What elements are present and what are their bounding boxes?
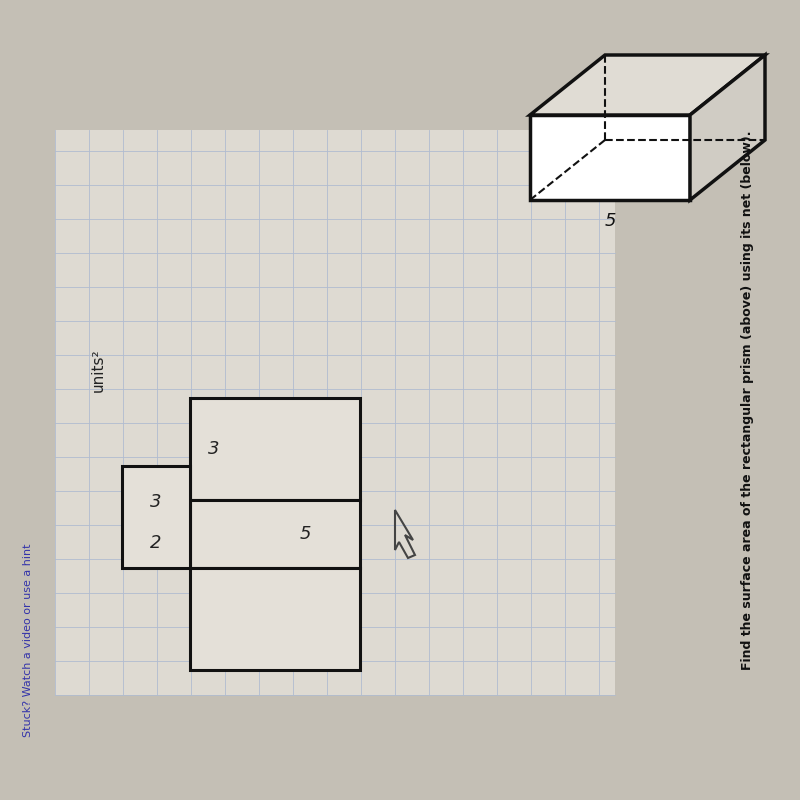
- Bar: [122, 466, 190, 568]
- Text: 5: 5: [299, 525, 310, 543]
- Bar: [55, 130, 615, 695]
- Bar: [190, 398, 360, 500]
- Text: Stuck? Watch a video or use a hint: Stuck? Watch a video or use a hint: [23, 543, 33, 737]
- Bar: [190, 568, 360, 670]
- Bar: [190, 500, 360, 568]
- Text: 2: 2: [150, 534, 162, 551]
- Text: 3: 3: [208, 440, 219, 458]
- Text: Find the surface area of the rectangular prism (above) using its net (below).: Find the surface area of the rectangular…: [742, 130, 754, 670]
- Polygon shape: [690, 55, 765, 200]
- Polygon shape: [530, 115, 690, 200]
- Text: 3: 3: [150, 493, 162, 510]
- Text: 5: 5: [604, 212, 616, 230]
- Text: units²: units²: [90, 348, 106, 392]
- Polygon shape: [530, 55, 765, 115]
